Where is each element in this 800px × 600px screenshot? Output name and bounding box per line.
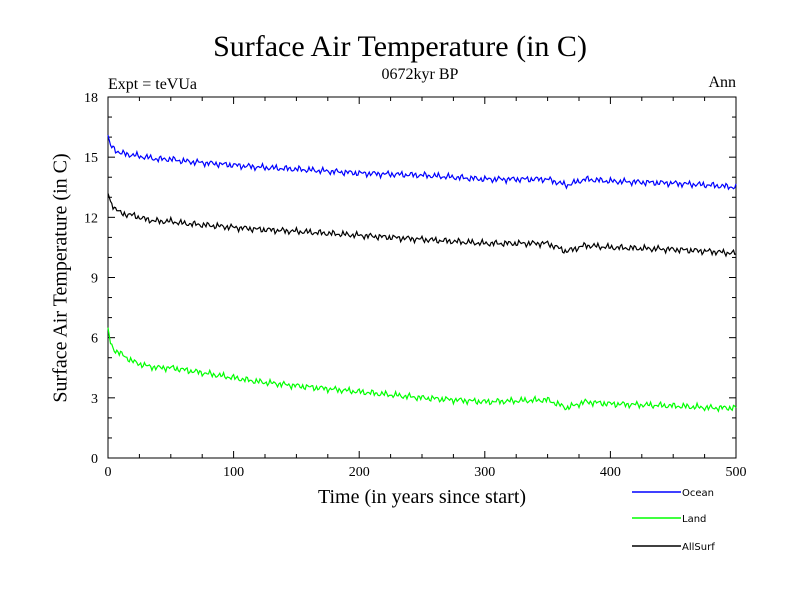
x-tick-label: 500 [726,465,747,480]
legend-label-ocean: Ocean [682,488,714,499]
experiment-annotation: Expt = teVUa [108,76,197,93]
chart-subtitle: 0672kyr BP [381,66,459,83]
x-tick-label: 0 [105,465,112,480]
y-tick-label: 6 [91,332,98,347]
y-tick-label: 0 [91,452,98,467]
x-tick-label: 100 [223,465,244,480]
y-tick-label: 9 [91,272,98,287]
series-line-ocean [107,134,737,191]
season-annotation: Ann [708,74,736,91]
series-line-allsurf [107,193,737,258]
legend-label-allsurf: AllSurf [682,542,715,553]
y-tick-label: 18 [84,91,98,106]
chart-title: Surface Air Temperature (in C) [213,30,587,63]
x-tick-label: 400 [600,465,621,480]
legend-label-land: Land [682,514,706,525]
x-tick-label: 300 [474,465,495,480]
x-tick-label: 200 [349,465,370,480]
y-tick-label: 3 [91,392,98,407]
x-axis-label: Time (in years since start) [317,486,527,508]
plot-frame [107,96,737,459]
series-line-land [107,327,737,413]
y-tick-label: 12 [84,211,98,226]
y-tick-label: 15 [84,151,98,166]
